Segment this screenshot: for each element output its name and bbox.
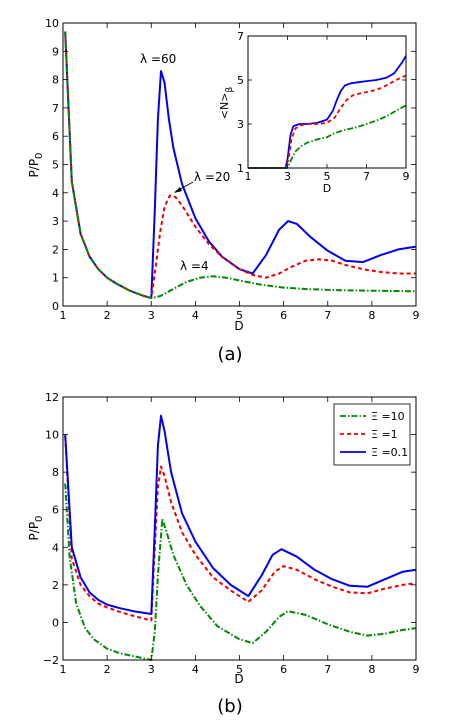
- panel-b-xtick-label-8: 9: [413, 663, 420, 676]
- inset-background: [248, 36, 406, 168]
- annotation-lambda-20-arrowhead: [174, 187, 182, 193]
- panel-a-ytick-label-4: 4: [52, 187, 59, 200]
- inset-ytick-label-3: 7: [237, 30, 244, 43]
- panel-a-ytick-label-2: 2: [52, 243, 59, 256]
- panel-b-xtick-label-1: 2: [104, 663, 111, 676]
- panel-a-ytick-label-7: 7: [52, 102, 59, 115]
- panel-a-ylabel: P/P0: [27, 153, 45, 178]
- panel-a-xtick-label-6: 7: [324, 309, 331, 322]
- panel-b-xtick-label-7: 8: [368, 663, 375, 676]
- inset-plot: 1 3 5 7 9 1 3 5 7 D <N>β: [218, 30, 410, 195]
- panel-a-label: (a): [217, 344, 242, 365]
- panel-b-ytick-label-5: 8: [52, 466, 59, 479]
- inset-xtick-label-4: 9: [403, 170, 410, 183]
- panel-a-series-2: [64, 31, 417, 300]
- inset-series-2: [248, 104, 407, 169]
- panel-a-ytick-label-9: 9: [52, 45, 59, 58]
- panel-b-xlabel: D: [234, 672, 243, 686]
- annotation-lambda-20: λ =20: [194, 170, 230, 184]
- panel-a-xtick-label-5: 6: [280, 309, 287, 322]
- inset-ytick-label-2: 5: [237, 74, 244, 87]
- legend: Ξ =10 Ξ =1 Ξ =0.1: [333, 403, 411, 466]
- inset-series-0: [248, 55, 407, 169]
- inset-series-1: [248, 74, 407, 169]
- inset-xtick-label-3: 7: [363, 170, 370, 183]
- inset-ytick-label-1: 3: [237, 118, 244, 131]
- inset-xtick-label-1: 3: [284, 170, 291, 183]
- panel-a-ytick-label-6: 6: [52, 130, 59, 143]
- panel-a-xlabel: D: [234, 319, 243, 333]
- panel-b-ytick-label-1: 0: [52, 616, 59, 629]
- panel-b-label: (b): [217, 696, 242, 717]
- annotation-lambda-4: λ =4: [180, 259, 209, 273]
- panel-a-ytick-label-10: 10: [45, 17, 59, 30]
- panel-b-ytick-label-6: 10: [45, 429, 59, 442]
- panel-b-xtick-label-3: 4: [192, 663, 199, 676]
- panel-b-ytick-label-7: 12: [45, 391, 59, 404]
- panel-b-series-2: [64, 414, 417, 615]
- legend-label-2: Ξ =0.1: [371, 446, 408, 459]
- panel-b-series-0: [64, 483, 417, 661]
- panel-a-xtick-label-3: 4: [192, 309, 199, 322]
- inset-ytick-label-0: 1: [237, 162, 244, 175]
- annotation-lambda-60: λ =60: [140, 52, 176, 66]
- panel-a-xtick-label-7: 8: [368, 309, 375, 322]
- inset-xtick-label-0: 1: [245, 170, 252, 183]
- panel-b-xtick-label-5: 6: [280, 663, 287, 676]
- panel-a-ytick-label-5: 5: [52, 159, 59, 172]
- panel-a-xtick-label-1: 2: [104, 309, 111, 322]
- panel-a-xtick-label-2: 3: [148, 309, 155, 322]
- panel-a-ytick-label-0: 0: [52, 300, 59, 313]
- panel-b-series-1: [64, 436, 417, 622]
- panel-a-ytick-label-8: 8: [52, 74, 59, 87]
- panel-b-ytick-label-2: 2: [52, 579, 59, 592]
- inset-xtick-label-2: 5: [324, 170, 331, 183]
- panel-b-xtick-label-2: 3: [148, 663, 155, 676]
- panel-a-xtick-label-8: 9: [413, 309, 420, 322]
- panel-a-xtick-label-4: 5: [236, 309, 243, 322]
- panel-b-ytick-label-0: −2: [43, 654, 59, 667]
- inset-ylabel: <N>β: [218, 87, 235, 120]
- legend-label-1: Ξ =1: [371, 428, 398, 441]
- inset-xlabel: D: [323, 182, 331, 195]
- panel-b-ylabel: P/P0: [27, 516, 45, 541]
- panel-a-ytick-label-3: 3: [52, 215, 59, 228]
- panel-b-ytick-label-3: 4: [52, 541, 59, 554]
- panel-a-xtick-label-0: 1: [60, 309, 67, 322]
- panel-b-xtick-label-4: 5: [236, 663, 243, 676]
- legend-label-0: Ξ =10: [371, 410, 405, 423]
- panel-b-xtick-label-0: 1: [60, 663, 67, 676]
- panel-a-ytick-label-1: 1: [52, 272, 59, 285]
- panel-b-xtick-label-6: 7: [324, 663, 331, 676]
- panel-b-ytick-label-4: 6: [52, 504, 59, 517]
- legend-box: [333, 403, 411, 466]
